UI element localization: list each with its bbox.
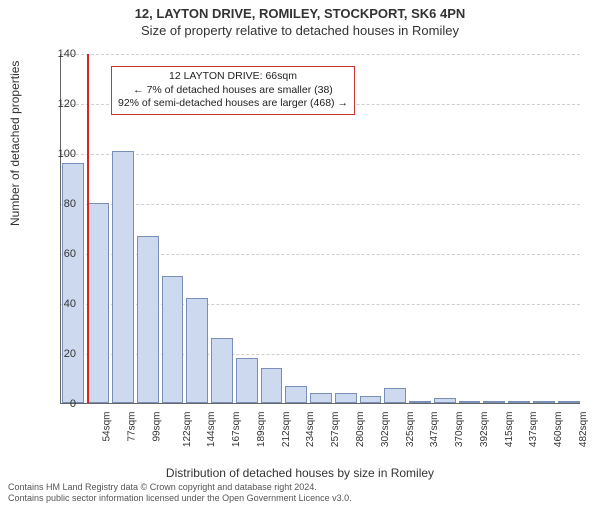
bar [261,368,283,403]
bar [384,388,406,403]
reference-line [87,54,89,403]
x-tick-label: 122sqm [182,412,193,448]
y-tick-label: 40 [46,298,76,310]
gridline-h [61,154,580,155]
x-tick-label: 347sqm [429,412,440,448]
bar [409,401,431,404]
x-tick-label: 392sqm [479,412,490,448]
bar [483,401,505,403]
bar [508,401,530,404]
chart-area: 54sqm77sqm99sqm122sqm144sqm167sqm189sqm2… [60,54,580,404]
bar [335,393,357,403]
bar [112,151,134,404]
bar [360,396,382,404]
y-tick-label: 0 [46,398,76,410]
bar [211,338,233,403]
y-tick-label: 20 [46,348,76,360]
bar [137,236,159,404]
gridline-h [61,54,580,55]
x-tick-label: 234sqm [306,412,317,448]
gridline-h [61,204,580,205]
x-tick-label: 54sqm [102,412,113,442]
footer-line2: Contains public sector information licen… [8,493,592,504]
x-tick-label: 437sqm [528,412,539,448]
bar [558,401,580,404]
x-tick-label: 325sqm [405,412,416,448]
annotation-line: ← 7% of detached houses are smaller (38) [118,84,348,98]
bar [186,298,208,403]
chart-title-line1: 12, LAYTON DRIVE, ROMILEY, STOCKPORT, SK… [0,6,600,21]
x-tick-label: 370sqm [454,412,465,448]
x-tick-label: 280sqm [355,412,366,448]
x-tick-label: 77sqm [127,412,138,442]
x-tick-label: 189sqm [256,412,267,448]
x-tick-label: 460sqm [553,412,564,448]
footer-line1: Contains HM Land Registry data © Crown c… [8,482,592,493]
annotation-box: 12 LAYTON DRIVE: 66sqm← 7% of detached h… [111,66,355,115]
y-tick-label: 80 [46,198,76,210]
annotation-line: 92% of semi-detached houses are larger (… [118,97,348,111]
x-tick-label: 415sqm [504,412,515,448]
annotation-line: 12 LAYTON DRIVE: 66sqm [118,70,348,84]
bar [459,401,481,403]
x-axis-title: Distribution of detached houses by size … [0,466,600,480]
x-tick-label: 144sqm [207,412,218,448]
chart-title-line2: Size of property relative to detached ho… [0,23,600,38]
x-tick-label: 212sqm [281,412,292,448]
x-tick-label: 482sqm [578,412,589,448]
footer-attribution: Contains HM Land Registry data © Crown c… [8,482,592,505]
y-tick-label: 120 [46,98,76,110]
y-tick-label: 100 [46,148,76,160]
y-tick-label: 140 [46,48,76,60]
y-tick-label: 60 [46,248,76,260]
bar [533,401,555,403]
x-tick-label: 167sqm [231,412,242,448]
bar [162,276,184,404]
bar [87,203,109,403]
x-tick-label: 257sqm [330,412,341,448]
y-axis-title: Number of detached properties [8,61,22,226]
x-tick-label: 99sqm [151,412,162,442]
bar [236,358,258,403]
bar [285,386,307,404]
bar [434,398,456,403]
x-tick-label: 302sqm [380,412,391,448]
plot-area: 54sqm77sqm99sqm122sqm144sqm167sqm189sqm2… [60,54,580,404]
bar [310,393,332,403]
